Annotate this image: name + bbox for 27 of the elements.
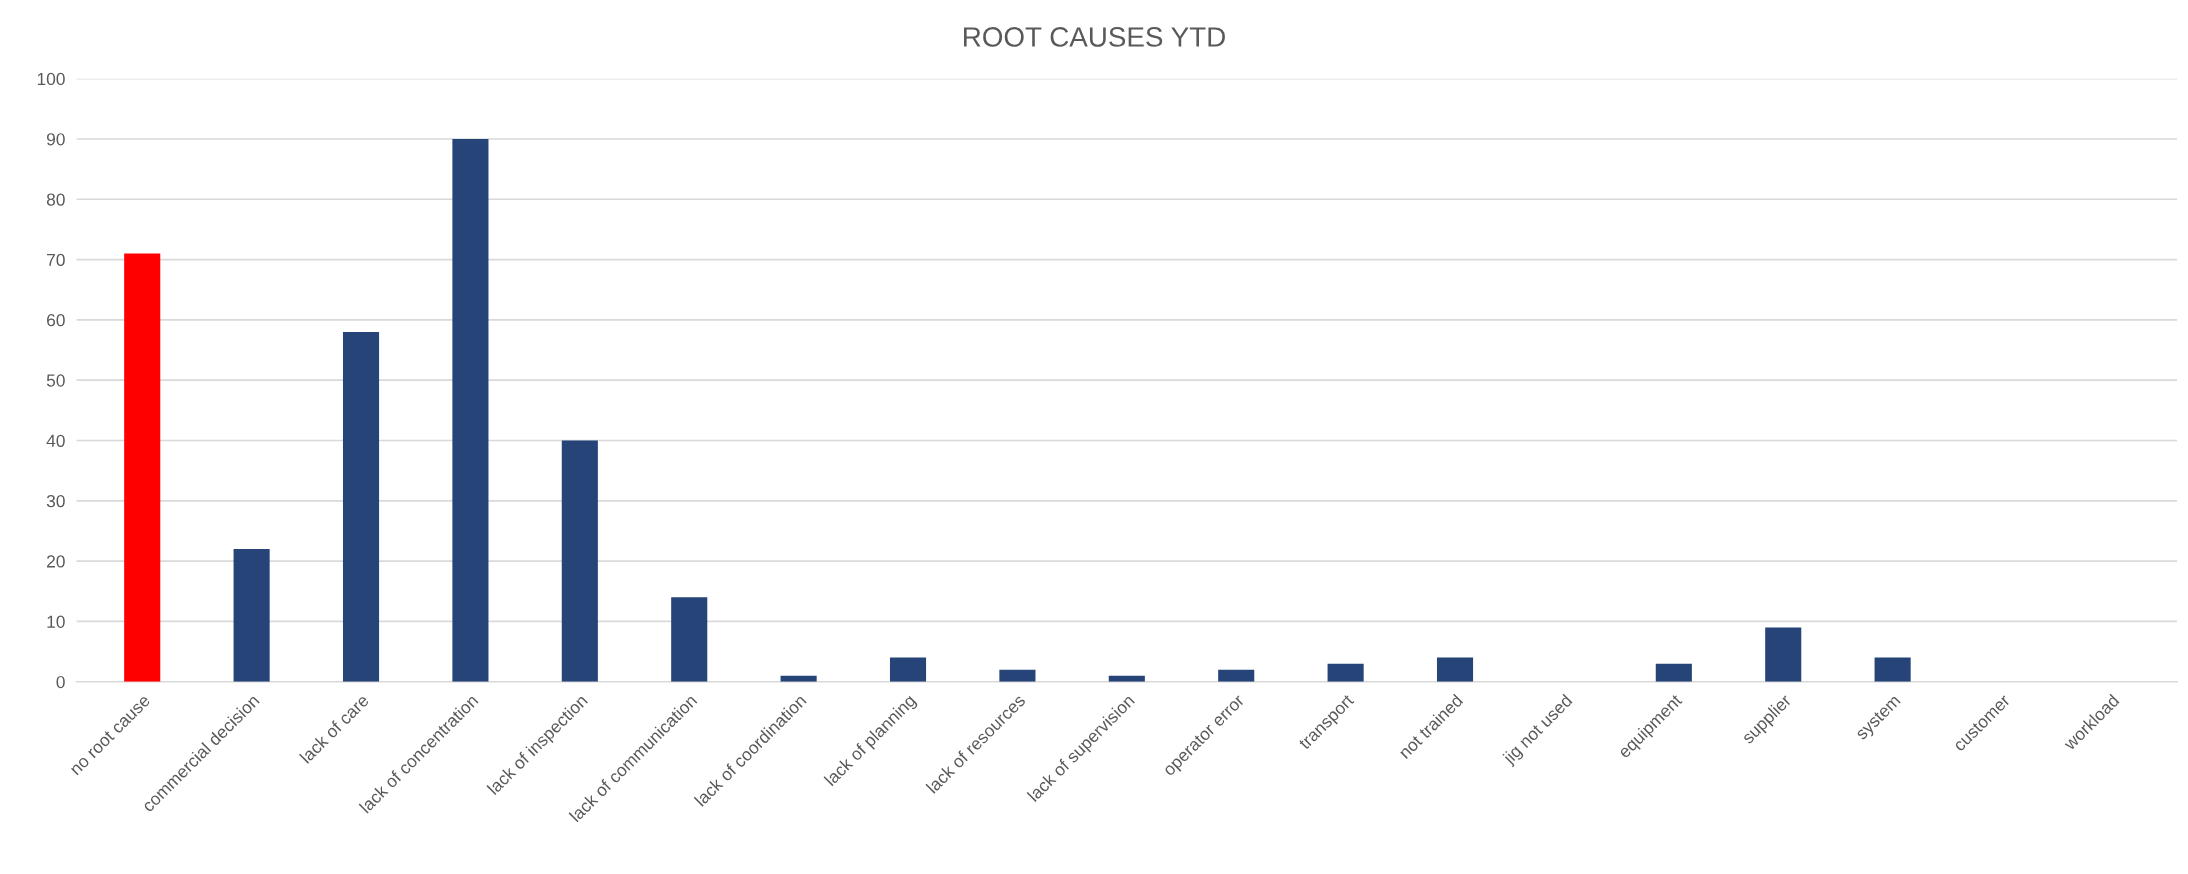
y-tick-label: 50 [46, 374, 65, 387]
bar [1765, 627, 1802, 682]
bar [342, 331, 380, 682]
bar [452, 138, 489, 682]
x-tick-label: lack of care [299, 693, 370, 764]
y-tick-label: 10 [47, 615, 65, 628]
y-tick-label: 40 [46, 434, 65, 447]
y-tick-label: 60 [47, 314, 65, 327]
bar [889, 657, 927, 682]
chart-title: ROOT CAUSES YTD [964, 27, 1225, 47]
bar [1655, 663, 1692, 682]
bar [999, 669, 1036, 682]
y-tick-label: 100 [37, 72, 65, 86]
bar [1436, 657, 1474, 682]
bar [1327, 663, 1364, 682]
y-tick-label: 0 [56, 675, 65, 689]
bar [1874, 657, 1911, 682]
bar [233, 549, 270, 682]
bar [124, 253, 161, 682]
y-tick-label: 70 [47, 253, 65, 267]
y-tick-label: 80 [46, 193, 65, 206]
bar [1218, 669, 1255, 682]
y-tick-label: 90 [46, 133, 65, 146]
y-tick-label: 20 [47, 555, 65, 568]
bar [561, 440, 598, 682]
y-tick-label: 30 [46, 494, 65, 508]
bar [671, 597, 708, 682]
